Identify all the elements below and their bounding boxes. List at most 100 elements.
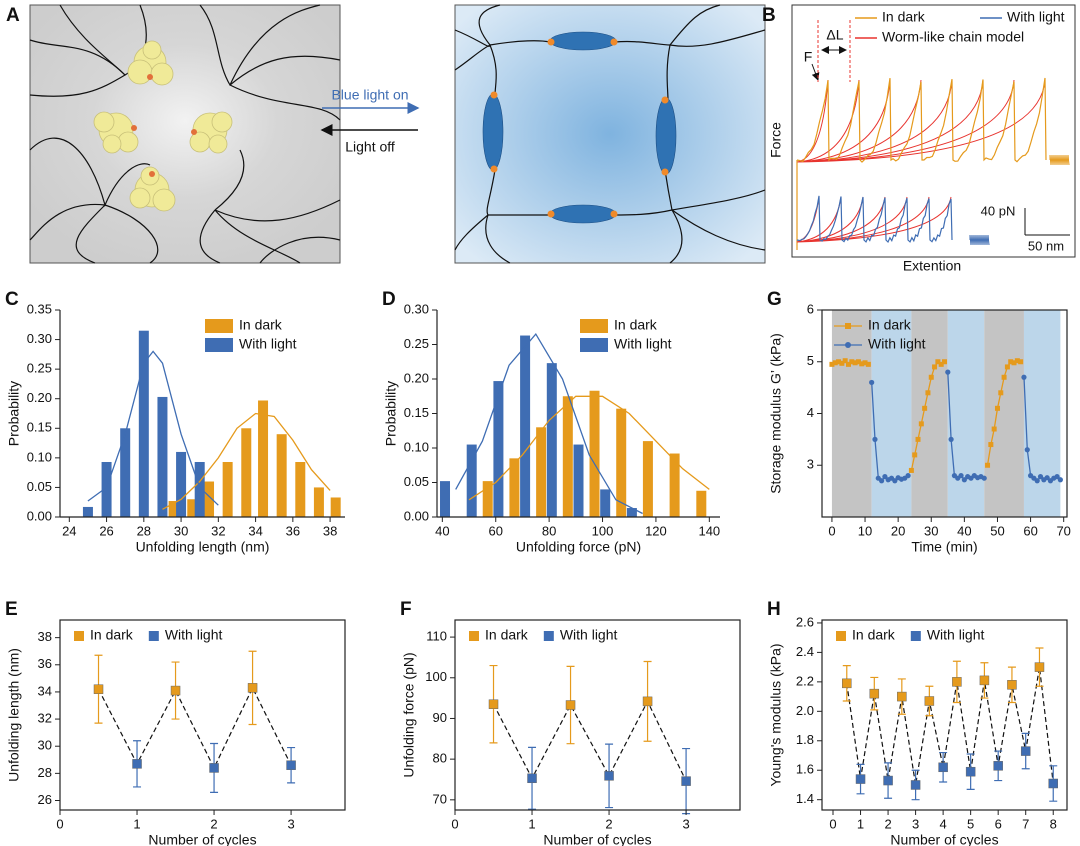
marker [915, 436, 921, 442]
marker [979, 675, 990, 686]
legend-label: In dark [882, 9, 926, 25]
legend-label: In dark [239, 317, 283, 333]
marker [1054, 474, 1060, 480]
x-tick-label: 60 [489, 523, 503, 538]
marker [938, 361, 944, 367]
marker [1011, 360, 1017, 366]
marker [681, 776, 691, 786]
bar [466, 444, 477, 517]
marker [925, 390, 931, 396]
y-tick-label: 0.35 [27, 301, 52, 316]
marker [842, 358, 848, 364]
x-tick-label: 4 [940, 816, 947, 831]
x-tick-label: 40 [435, 523, 449, 538]
bar [101, 461, 112, 517]
bar [573, 444, 584, 517]
y-tick-label: 110 [426, 629, 447, 644]
y-tick-label: 1.8 [796, 732, 814, 747]
marker [1004, 364, 1010, 370]
plot-frame [821, 619, 1068, 811]
marker [869, 379, 875, 386]
legend-label: With light [927, 627, 985, 643]
legend-label: In dark [90, 627, 134, 643]
marker [897, 691, 907, 702]
y-tick-label: 0.25 [404, 336, 429, 351]
trace-noise [1049, 154, 1070, 166]
marker [565, 700, 576, 710]
x-tick-label: 30 [924, 523, 938, 538]
trace [796, 77, 1047, 163]
marker [948, 436, 954, 442]
legend-swatch [845, 342, 851, 348]
bar [168, 501, 179, 517]
y-tick-label: 4 [807, 405, 814, 420]
marker [862, 360, 868, 366]
connector [846, 667, 1054, 786]
marker [836, 359, 842, 365]
bar [669, 453, 680, 517]
x-tick-label: 120 [645, 523, 667, 538]
marker [1020, 746, 1031, 756]
y-tick-label: 0.10 [404, 439, 429, 454]
marker [905, 473, 911, 479]
marker [935, 359, 941, 365]
legend-swatch [580, 319, 608, 333]
y-axis-label: Storage modulus G’ (kPa) [768, 333, 784, 494]
y-tick-label: 0.10 [27, 449, 52, 464]
bar [493, 381, 504, 517]
legend-swatch [543, 631, 554, 641]
legend-label: In dark [485, 627, 529, 643]
bar [520, 335, 531, 517]
chart: C 24 26 28 30 32 34 36 38 0.00 0.05 0.10 0.15 0.20 0.2… [5, 289, 345, 555]
connector [97, 686, 292, 770]
marker [845, 361, 851, 367]
x-tick-label: 6 [995, 816, 1002, 831]
scale-label: 40 pN [981, 203, 1016, 218]
marker [209, 763, 219, 773]
panel-label: E [5, 599, 18, 620]
y-tick-label: 5 [807, 353, 814, 368]
panel-label: C [5, 289, 19, 310]
y-axis-label: Unfolding length (nm) [6, 648, 22, 782]
y-axis-label: Force [768, 122, 784, 158]
marker [1034, 662, 1045, 672]
marker [994, 405, 1000, 411]
network-dark [29, 4, 341, 264]
arrow-label: Light off [345, 139, 395, 155]
marker [849, 359, 855, 365]
legend-swatch [205, 338, 233, 352]
plot-frame [59, 619, 346, 811]
x-tick-label: 8 [1050, 816, 1057, 831]
network-light [454, 4, 766, 264]
marker [942, 359, 947, 365]
y-tick-label: 1.6 [796, 762, 814, 777]
x-tick-label: 34 [248, 523, 262, 538]
marker [869, 688, 880, 699]
marker [1001, 374, 1007, 380]
bar [536, 427, 547, 517]
x-tick-label: 1 [528, 816, 535, 831]
y-tick-label: 2.0 [796, 703, 814, 718]
y-tick-label: 0.05 [404, 474, 429, 489]
y-tick-label: 0.20 [27, 390, 52, 405]
marker [892, 478, 898, 484]
legend-swatch [836, 631, 846, 641]
x-tick-label: 0 [56, 816, 63, 831]
shaded-region [871, 310, 912, 517]
panel-label: H [767, 599, 781, 620]
marker [924, 696, 935, 706]
marker [488, 699, 499, 709]
marker [1014, 358, 1020, 364]
marker [991, 426, 997, 432]
marker [286, 760, 296, 770]
marker [1021, 374, 1027, 380]
panel-frame [791, 4, 1076, 258]
y-tick-label: 2.4 [796, 644, 814, 659]
marker [852, 360, 858, 366]
y-tick-label: 0.00 [404, 508, 429, 523]
bar [295, 461, 306, 517]
bar [330, 497, 341, 517]
shaded-region [984, 310, 1024, 517]
bar [276, 434, 287, 517]
